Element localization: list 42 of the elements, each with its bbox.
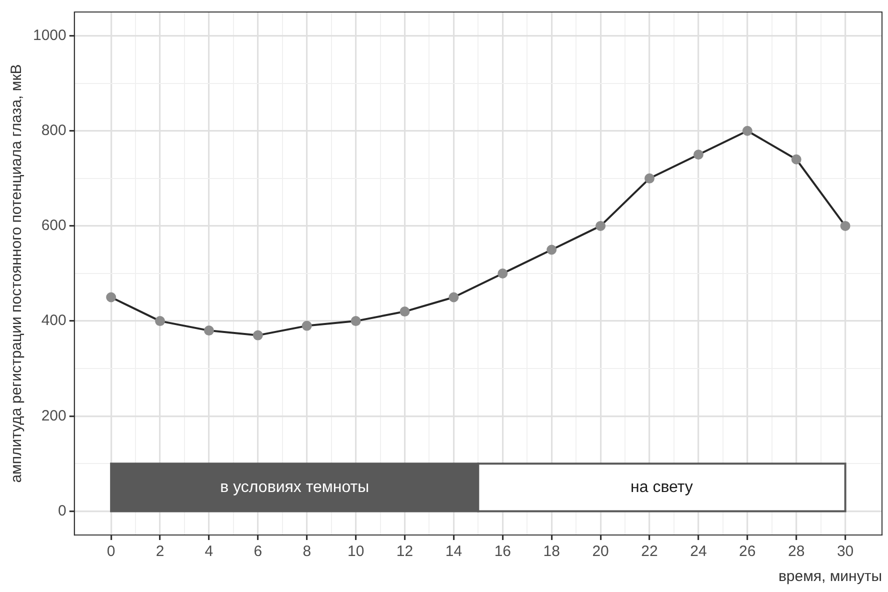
y-tick-label: 400 bbox=[41, 312, 66, 330]
x-tick-label: 16 bbox=[494, 543, 511, 560]
y-tick-label: 1000 bbox=[32, 26, 66, 44]
point bbox=[644, 173, 654, 184]
point bbox=[791, 154, 802, 164]
point bbox=[498, 268, 508, 278]
y-axis-title: амплитуда регистрации постоянного потенциала глаза, мкВ bbox=[8, 64, 26, 483]
point bbox=[596, 220, 606, 231]
point bbox=[252, 330, 263, 340]
x-axis-title: время, минуты bbox=[778, 568, 882, 586]
x-tick-label: 14 bbox=[445, 543, 462, 560]
x-tick-label: 20 bbox=[592, 543, 609, 560]
point bbox=[693, 150, 704, 160]
point bbox=[155, 316, 166, 326]
x-tick-label: 6 bbox=[254, 543, 262, 560]
x-tick-label: 30 bbox=[836, 543, 854, 560]
y-tick-label: 600 bbox=[41, 217, 66, 234]
x-tick-label: 18 bbox=[543, 543, 560, 560]
point bbox=[204, 326, 214, 336]
y-tick-label: 200 bbox=[41, 407, 66, 424]
x-tick-label: 10 bbox=[347, 543, 364, 560]
x-tick-label: 12 bbox=[396, 543, 414, 560]
x-tick-label: 22 bbox=[641, 543, 658, 560]
band-label: в условиях темноты bbox=[220, 478, 370, 496]
x-tick-label: 26 bbox=[739, 543, 756, 560]
x-tick-label: 0 bbox=[106, 543, 116, 560]
y-tick-label: 800 bbox=[41, 122, 66, 140]
point bbox=[448, 292, 459, 302]
x-tick-label: 2 bbox=[156, 543, 164, 560]
point bbox=[350, 316, 361, 326]
point bbox=[106, 292, 116, 302]
x-tick-label: 8 bbox=[302, 543, 312, 560]
point bbox=[400, 306, 410, 317]
y-tick-label: 0 bbox=[58, 502, 66, 520]
x-tick-label: 28 bbox=[788, 543, 805, 560]
point bbox=[546, 244, 557, 255]
point bbox=[742, 126, 752, 136]
x-tick-label: 4 bbox=[204, 543, 214, 560]
band-label: на свету bbox=[630, 478, 693, 496]
point bbox=[840, 220, 850, 231]
x-tick-label: 24 bbox=[690, 543, 707, 560]
point bbox=[302, 320, 312, 331]
